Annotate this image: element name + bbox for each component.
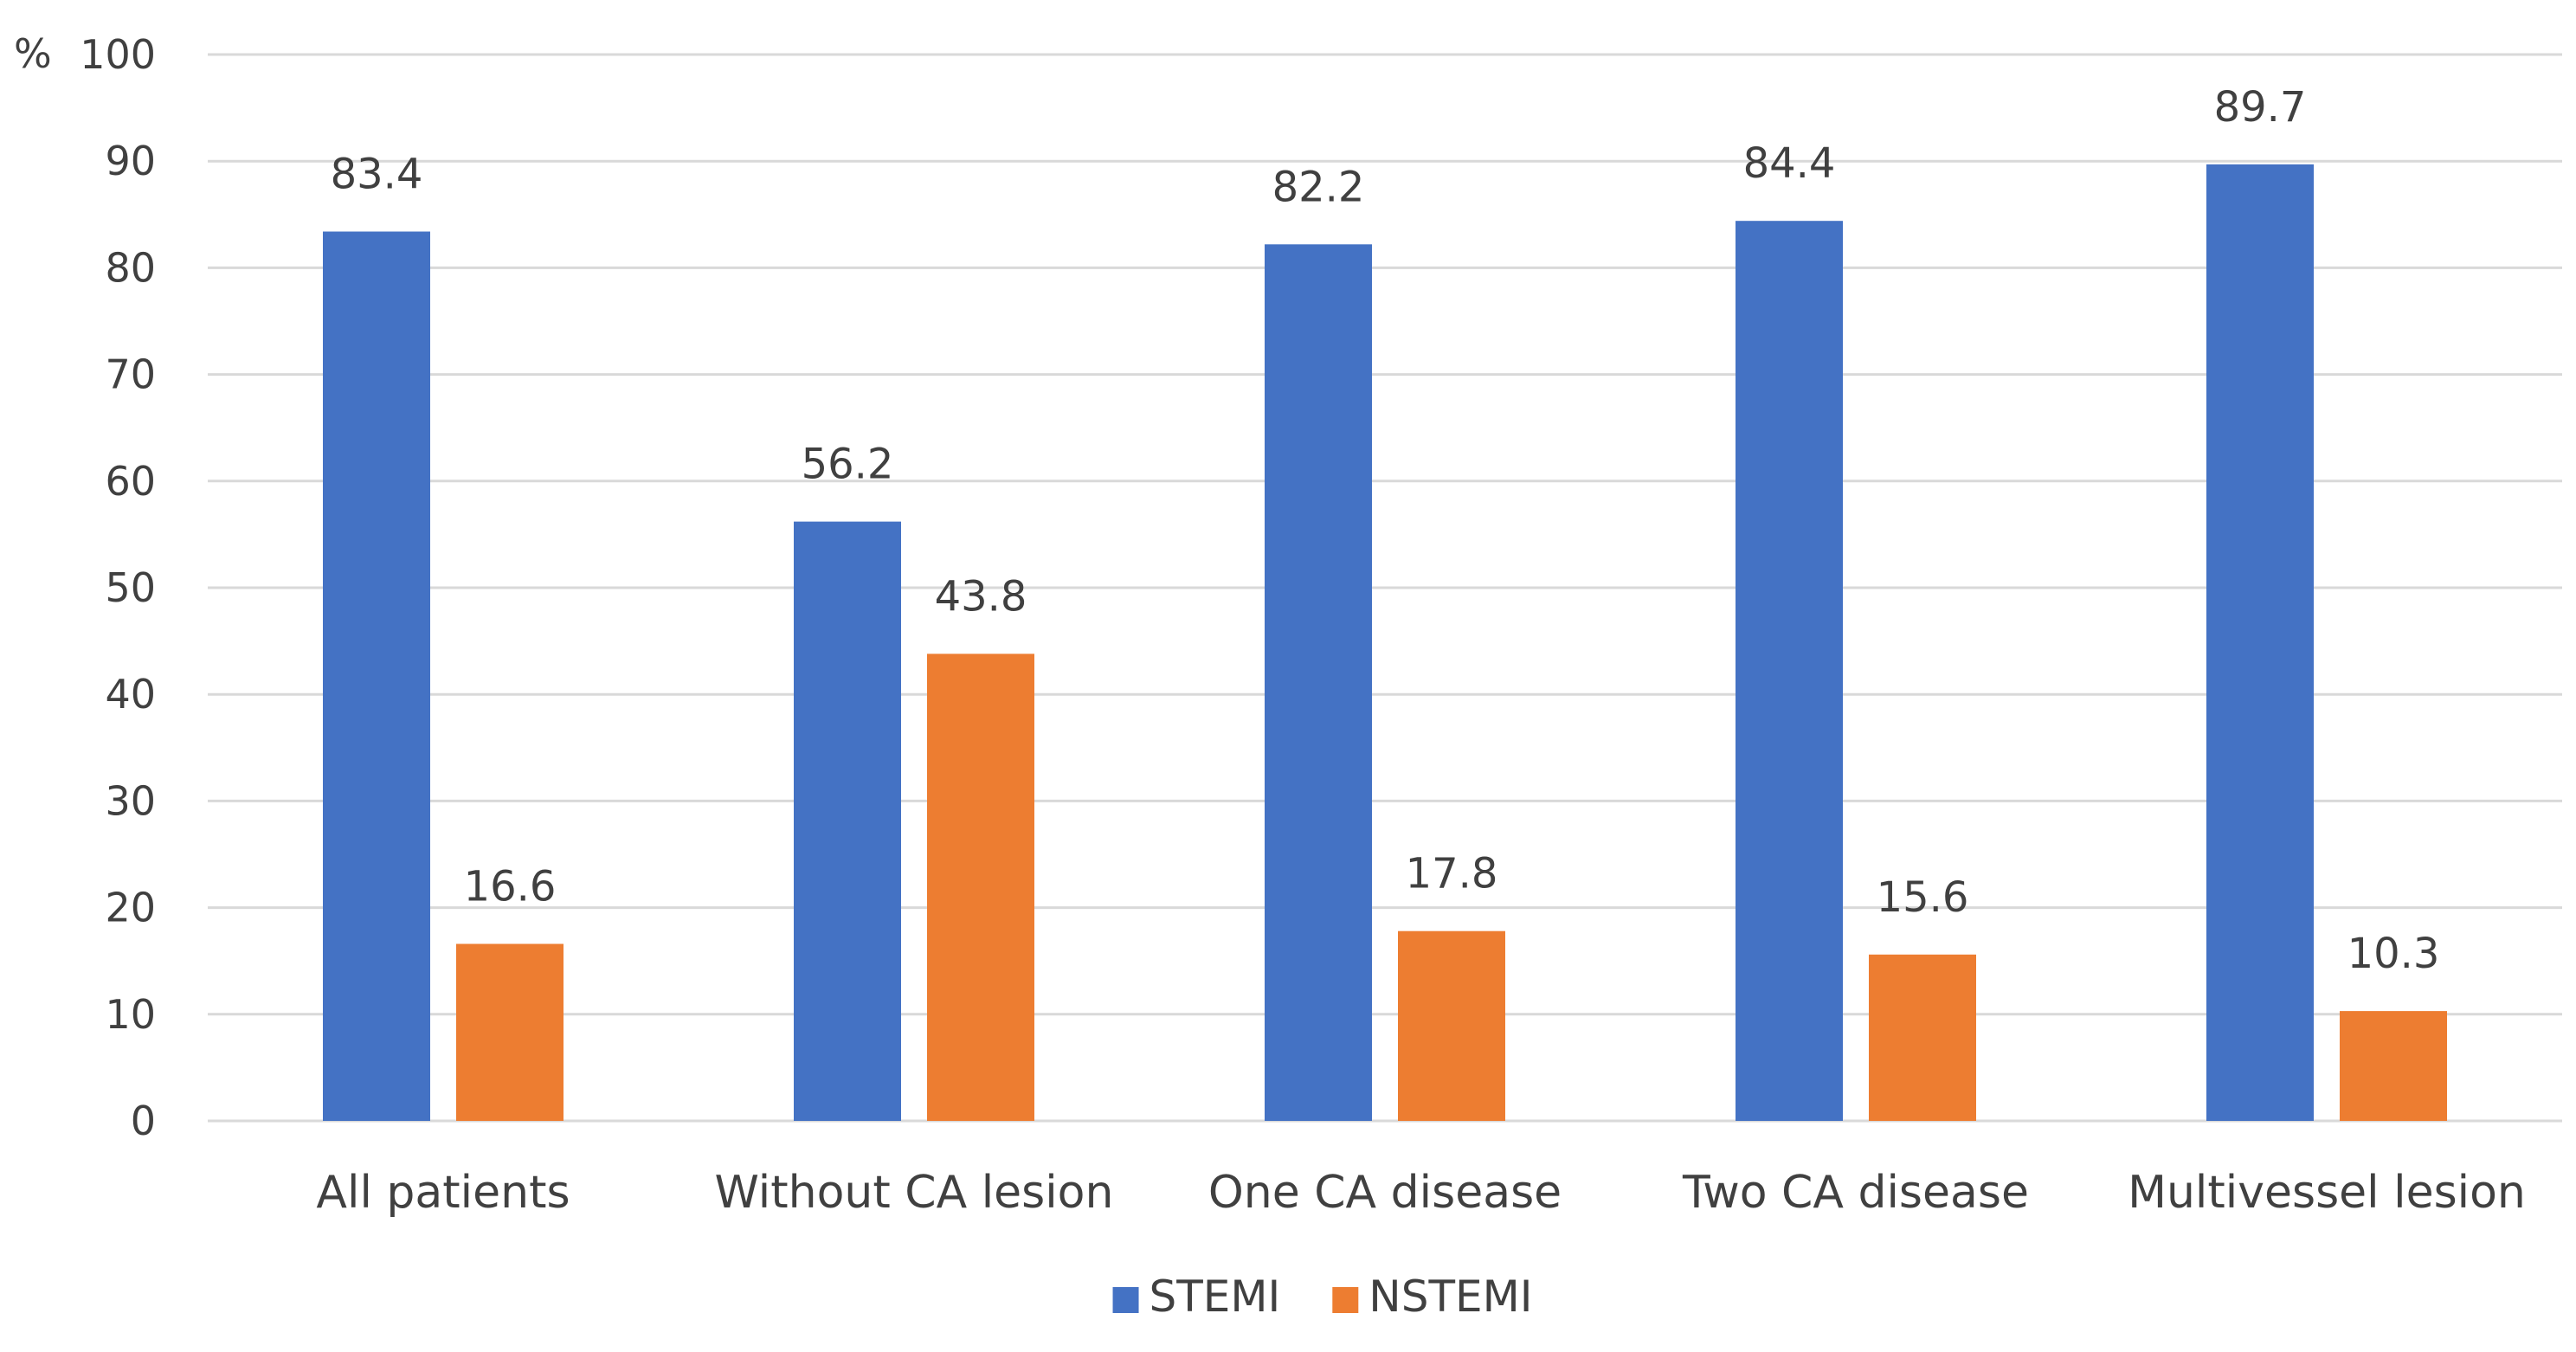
bars (323, 164, 2447, 1122)
y-axis-tick-labels: 0 10 20 30 40 50 60 70 80 90 100 (80, 31, 156, 1144)
y-tick-label-60: 60 (105, 458, 156, 505)
y-tick-label-40: 40 (105, 671, 156, 718)
legend-swatch-stemi (1112, 1287, 1139, 1313)
data-label-nstemi-1: 43.8 (935, 572, 1027, 621)
data-label-stemi-4: 89.7 (2214, 83, 2307, 132)
legend-item-stemi: STEMI (1112, 1272, 1281, 1322)
y-axis-unit-label: % (14, 30, 52, 77)
category-label-1: Without CA lesion (715, 1167, 1114, 1219)
y-tick-label-100: 100 (80, 31, 156, 78)
bar-stemi-4 (2206, 164, 2314, 1121)
legend-label-nstemi: NSTEMI (1368, 1272, 1532, 1322)
data-label-stemi-3: 84.4 (1743, 139, 1836, 188)
bar-stemi-3 (1736, 221, 1843, 1121)
category-label-4: Multivessel lesion (2128, 1167, 2526, 1219)
data-labels: 83.4 16.6 56.2 43.8 82.2 17.8 84.4 15.6 89.7 10.3 (331, 83, 2440, 978)
data-label-nstemi-0: 16.6 (464, 862, 557, 911)
x-axis-category-labels: All patients Without CA lesion One CA dise… (316, 1167, 2525, 1219)
y-tick-label-80: 80 (105, 244, 156, 291)
legend: STEMI NSTEMI (1112, 1272, 1532, 1322)
data-label-nstemi-3: 15.6 (1877, 873, 1969, 922)
data-label-nstemi-2: 17.8 (1406, 850, 1498, 898)
bar-nstemi-1 (927, 653, 1034, 1121)
category-label-3: Two CA disease (1682, 1167, 2029, 1219)
bar-nstemi-0 (456, 943, 564, 1121)
category-label-2: One CA disease (1208, 1167, 1562, 1219)
data-label-nstemi-4: 10.3 (2347, 930, 2440, 978)
y-tick-label-50: 50 (105, 564, 156, 611)
y-tick-label-30: 30 (105, 777, 156, 824)
legend-item-nstemi: NSTEMI (1332, 1272, 1532, 1322)
bar-stemi-1 (794, 521, 901, 1121)
y-tick-label-90: 90 (105, 138, 156, 184)
data-label-stemi-1: 56.2 (802, 441, 894, 489)
y-tick-label-70: 70 (105, 351, 156, 398)
bar-stemi-2 (1265, 244, 1372, 1121)
y-tick-label-0: 0 (131, 1098, 156, 1144)
bar-nstemi-3 (1869, 954, 1976, 1121)
bar-nstemi-4 (2340, 1011, 2447, 1121)
legend-swatch-nstemi (1332, 1287, 1359, 1313)
y-tick-label-10: 10 (105, 991, 156, 1038)
data-label-stemi-2: 82.2 (1272, 163, 1365, 211)
bar-stemi-0 (323, 231, 430, 1122)
data-label-stemi-0: 83.4 (331, 151, 423, 199)
bar-nstemi-2 (1398, 930, 1505, 1121)
gridlines (208, 53, 2562, 1123)
legend-label-stemi: STEMI (1150, 1272, 1281, 1322)
category-label-0: All patients (316, 1167, 570, 1219)
y-tick-label-20: 20 (105, 885, 156, 931)
